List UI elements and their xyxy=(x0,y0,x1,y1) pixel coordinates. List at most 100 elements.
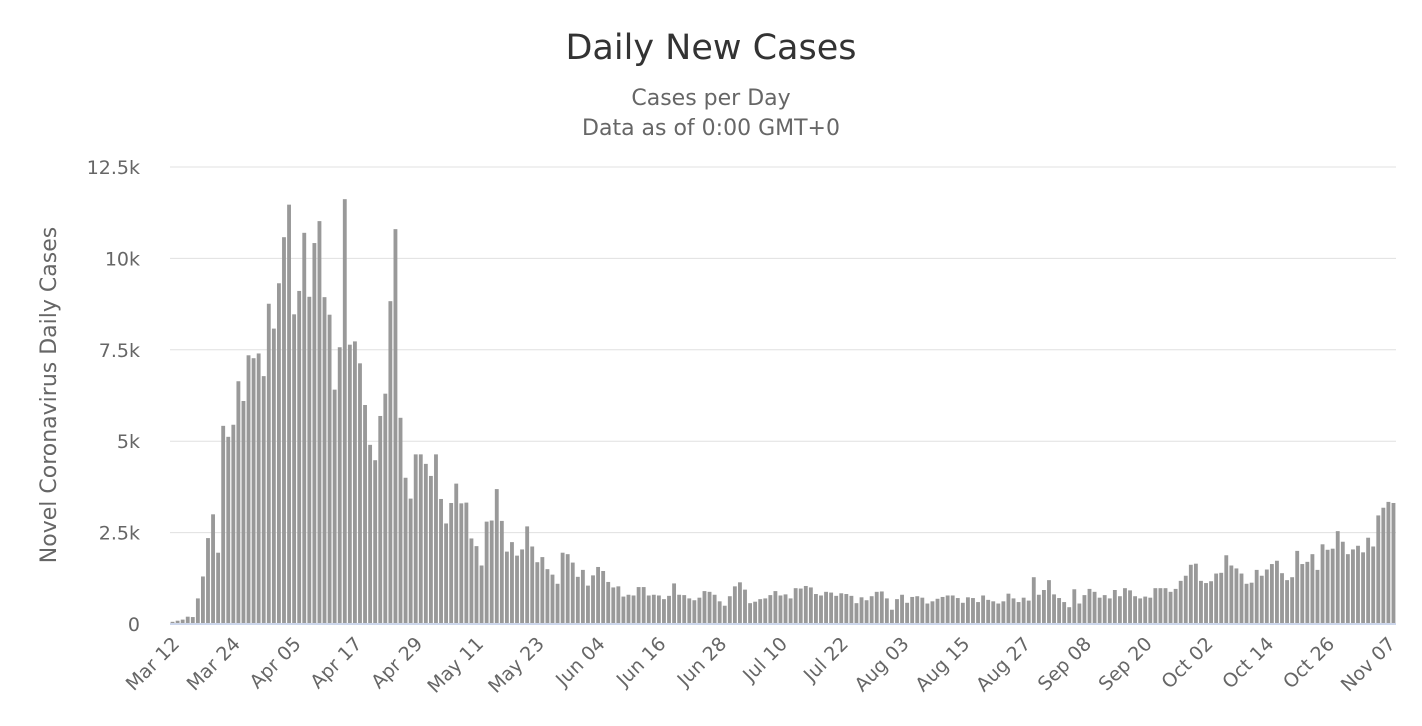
x-tick-label: Sep 20 xyxy=(1095,633,1157,695)
bar xyxy=(515,555,519,624)
x-tick-label: Jun 16 xyxy=(612,633,671,692)
bar xyxy=(525,526,530,624)
bar xyxy=(1254,569,1259,624)
bar xyxy=(1138,598,1143,624)
bar xyxy=(580,569,585,624)
bar xyxy=(945,595,950,624)
bar xyxy=(423,463,428,624)
bar xyxy=(727,596,732,624)
bar xyxy=(1290,577,1295,624)
bar xyxy=(383,393,388,624)
bar xyxy=(1163,588,1168,624)
bar xyxy=(317,221,322,624)
bar xyxy=(981,595,986,624)
bar xyxy=(276,283,281,624)
bar xyxy=(707,591,712,624)
bar xyxy=(469,538,474,624)
bar xyxy=(180,619,185,624)
bar xyxy=(646,595,651,624)
bar xyxy=(879,591,884,624)
bar xyxy=(1143,596,1148,624)
bar xyxy=(337,347,342,624)
bar xyxy=(1011,598,1016,624)
bar xyxy=(1001,601,1006,624)
bar xyxy=(256,353,261,624)
bar xyxy=(322,297,327,624)
bar xyxy=(535,562,540,624)
bar xyxy=(545,569,550,624)
bar xyxy=(403,477,408,624)
bar xyxy=(236,381,241,624)
chart-subtitle-line-1: Cases per Day xyxy=(631,86,791,111)
bar xyxy=(743,589,747,624)
bar xyxy=(504,551,509,624)
bar xyxy=(378,415,383,624)
bar xyxy=(1335,531,1340,624)
bar xyxy=(682,595,687,624)
bar xyxy=(352,341,357,624)
x-tick-label: Jul 22 xyxy=(799,633,853,687)
bar xyxy=(1199,580,1203,624)
bar xyxy=(656,595,661,624)
x-tick-label: Jul 10 xyxy=(738,633,792,687)
bar xyxy=(287,204,291,624)
bar xyxy=(327,314,332,624)
bar xyxy=(449,502,454,624)
bar xyxy=(712,594,717,624)
bar xyxy=(738,582,742,624)
bar xyxy=(1239,573,1244,624)
bar xyxy=(1092,591,1097,624)
bar xyxy=(1224,555,1229,624)
bar xyxy=(499,520,504,624)
bar xyxy=(474,546,479,624)
bar xyxy=(1173,588,1178,624)
bar xyxy=(1153,588,1158,624)
bar xyxy=(251,358,256,624)
bar xyxy=(1249,582,1254,624)
bar xyxy=(540,557,545,624)
x-tick-label: Aug 15 xyxy=(911,633,974,696)
x-tick-label: Aug 03 xyxy=(850,633,913,696)
bar xyxy=(976,602,980,624)
bar xyxy=(636,587,641,624)
bar xyxy=(388,301,393,624)
bar xyxy=(292,314,297,624)
bar xyxy=(1133,596,1138,624)
bar xyxy=(829,592,834,624)
bar xyxy=(1361,552,1365,624)
bar xyxy=(1193,563,1198,624)
bar xyxy=(271,328,276,624)
bar xyxy=(662,599,666,624)
bar xyxy=(216,552,221,624)
bar xyxy=(991,601,996,624)
bar xyxy=(241,400,246,624)
bar xyxy=(641,587,646,624)
bar xyxy=(1214,573,1219,624)
x-tick-label: Mar 12 xyxy=(122,633,184,695)
bar xyxy=(185,616,190,624)
y-tick-label: 2.5k xyxy=(99,523,140,545)
bar xyxy=(763,598,768,624)
bar xyxy=(1275,560,1279,624)
bar xyxy=(889,609,894,624)
bar xyxy=(834,595,839,624)
bar xyxy=(722,605,727,624)
bar xyxy=(489,520,494,624)
bar xyxy=(307,296,312,624)
x-tick-label: Sep 08 xyxy=(1034,633,1096,695)
bar xyxy=(1351,549,1355,624)
bar xyxy=(895,599,899,624)
bar xyxy=(824,591,828,624)
bar xyxy=(808,587,813,624)
bar xyxy=(1269,564,1274,624)
bar xyxy=(864,600,869,624)
bar xyxy=(1300,564,1305,624)
bar xyxy=(986,599,991,624)
bar xyxy=(479,565,484,624)
bar xyxy=(1330,548,1335,624)
bar xyxy=(869,596,874,624)
bar xyxy=(849,595,854,624)
bar xyxy=(950,595,955,624)
bar xyxy=(788,598,793,624)
bar xyxy=(560,552,565,624)
